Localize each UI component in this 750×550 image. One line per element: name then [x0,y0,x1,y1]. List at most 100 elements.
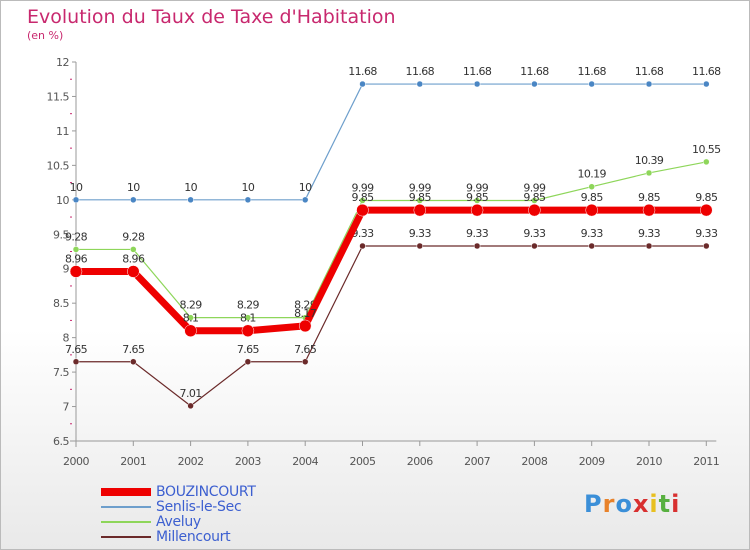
data-label-millencourt: 9.33 [695,227,718,240]
data-point-bouzincourt [69,265,83,278]
data-point-bouzincourt [585,203,598,217]
legend-label-bouzincourt: BOUZINCOURT [156,484,256,500]
data-label-millencourt: 7.01 [180,387,202,400]
logo-letter: P [584,490,603,518]
y-tick-label: 10.5 [47,159,70,172]
x-tick-label: 2010 [636,455,662,468]
data-label-bouzincourt: 8.96 [122,252,145,265]
data-label-millencourt: 9.33 [409,227,432,240]
data-label-senlis-le-sec: 11.68 [348,65,377,78]
y-tick-label: 8.5 [53,297,69,310]
logo-letter: r [602,490,616,518]
legend-swatch-senlis-le-sec [101,506,151,508]
data-point-senlis-le-sec [588,80,595,88]
y-tick-label: 11 [56,125,69,138]
data-label-millencourt: 7.65 [294,343,317,356]
data-point-senlis-le-sec [187,196,194,204]
y-tick-label: 7.5 [53,366,69,379]
x-tick-label: 2000 [63,455,89,468]
data-label-aveluy: 9.99 [409,182,432,195]
data-label-millencourt: 9.33 [351,227,374,240]
data-point-millencourt [359,242,366,250]
series-line-millencourt [75,245,707,407]
data-point-aveluy [645,169,653,177]
data-label-aveluy: 10.55 [692,143,721,156]
data-label-aveluy: 9.99 [351,182,374,195]
data-point-bouzincourt [528,203,541,217]
logo-letter: o [615,490,633,518]
data-point-aveluy [588,183,595,190]
logo-letter: i [649,490,659,518]
data-point-aveluy [72,246,80,253]
y-tick-label: 9 [63,263,70,276]
data-label-bouzincourt: 9.85 [638,191,661,204]
data-label-bouzincourt: 9.85 [523,191,546,204]
data-point-millencourt [588,242,595,250]
y-tick-label: 8 [63,332,70,345]
data-label-senlis-le-sec: 10 [70,181,83,194]
x-tick-label: 2001 [120,455,146,468]
data-label-aveluy: 9.99 [523,182,546,195]
data-point-senlis-le-sec [130,196,137,204]
data-point-bouzincourt [298,319,312,333]
data-point-senlis-le-sec [416,80,424,88]
data-label-millencourt: 7.65 [65,343,88,356]
proxiti-logo: Proxiti [584,490,680,518]
data-label-senlis-le-sec: 11.68 [635,65,664,78]
data-label-aveluy: 9.99 [466,182,489,195]
logo-letter: i [671,490,681,518]
data-label-bouzincourt: 9.85 [695,191,718,204]
data-point-millencourt [531,242,538,250]
data-label-senlis-le-sec: 10 [127,181,140,194]
data-label-senlis-le-sec: 11.68 [692,65,721,78]
data-label-millencourt: 7.65 [122,343,145,356]
data-point-millencourt [416,242,424,250]
data-point-aveluy [416,197,424,204]
data-label-senlis-le-sec: 11.68 [520,65,549,78]
data-label-senlis-le-sec: 10 [299,181,312,194]
data-label-millencourt: 9.33 [523,227,546,240]
legend-label-millencourt: Millencourt [156,529,231,545]
y-tick-label: 9.5 [53,228,69,241]
x-tick-label: 2011 [693,455,719,468]
data-point-bouzincourt [127,265,140,278]
data-label-senlis-le-sec: 11.68 [577,65,606,78]
data-point-aveluy [244,314,252,321]
data-point-millencourt [244,358,252,366]
data-label-senlis-le-sec: 10 [241,181,254,194]
y-tick-label: 10 [56,194,69,207]
y-tick-label: 12 [56,56,69,69]
data-label-senlis-le-sec: 10 [184,181,197,194]
data-label-senlis-le-sec: 11.68 [406,65,435,78]
data-label-millencourt: 9.33 [638,227,661,240]
data-point-millencourt [473,242,481,250]
legend-label-senlis-le-sec: Senlis-le-Sec [156,499,242,515]
data-label-millencourt: 7.65 [237,343,260,356]
series-line-senlis-le-sec [75,83,707,201]
series-line-aveluy [75,161,707,319]
y-tick-label: 6.5 [53,435,69,448]
y-tick-label: 11.5 [47,90,70,103]
x-tick-label: 2009 [579,455,605,468]
data-label-aveluy: 8.29 [180,299,203,312]
data-label-bouzincourt: 9.85 [581,191,604,204]
data-point-senlis-le-sec [301,196,309,204]
data-point-bouzincourt [356,203,369,217]
legend-swatch-aveluy [101,521,151,523]
data-point-senlis-le-sec [473,80,481,88]
data-label-aveluy: 9.28 [122,230,145,243]
data-label-bouzincourt: 8.17 [294,307,317,320]
data-point-aveluy [531,197,538,204]
legend-swatch-bouzincourt [101,488,151,496]
x-tick-label: 2006 [407,455,433,468]
data-point-millencourt [130,358,137,366]
data-point-bouzincourt [642,203,656,217]
series-line-bouzincourt [72,206,710,335]
chart-title: Evolution du Taux de Taxe d'Habitation [27,6,396,28]
data-label-millencourt: 9.33 [466,227,489,240]
x-tick-label: 2002 [178,455,204,468]
x-tick-label: 2004 [292,455,318,468]
data-label-aveluy: 9.28 [65,230,88,243]
